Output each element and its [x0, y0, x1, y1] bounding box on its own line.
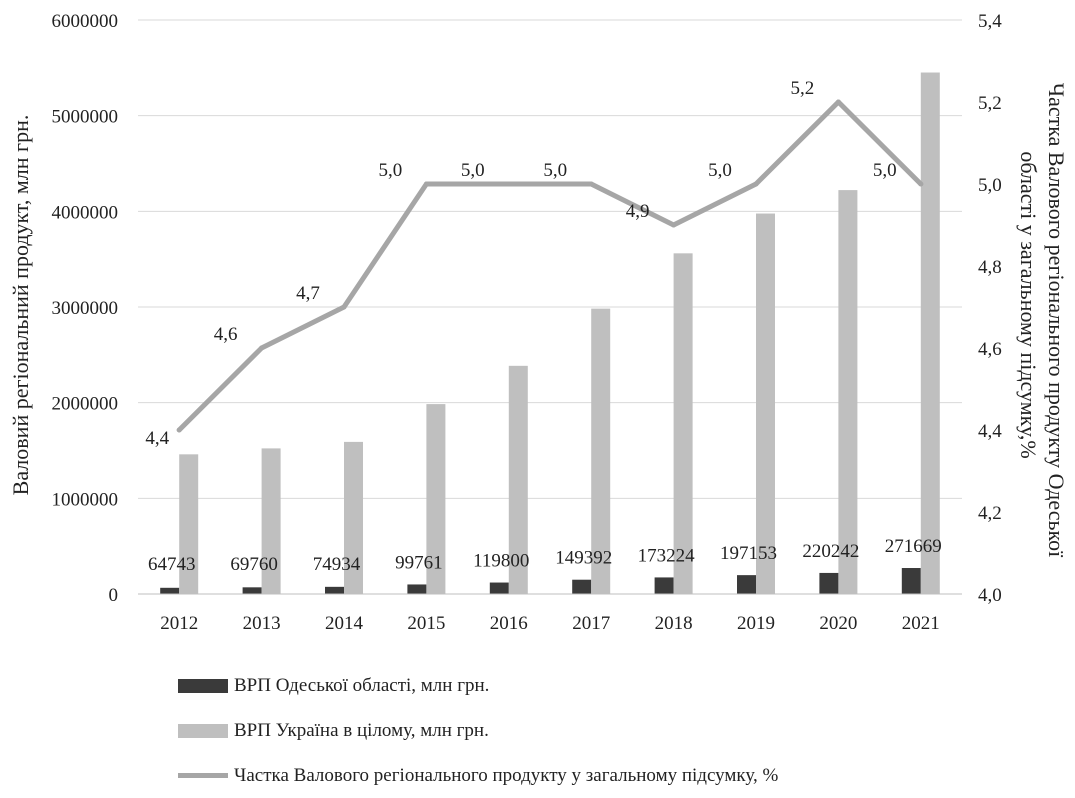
share-point [176, 427, 182, 433]
legend-item-odesa: ВРП Одеської області, млн грн. [178, 663, 778, 708]
legend-swatch-ukraine [178, 723, 228, 738]
share-point [506, 181, 512, 187]
y-right-title-line1: Частка Валового регіонального продукту О… [1044, 83, 1069, 558]
share-value-label: 4,6 [214, 324, 238, 345]
bar-ukraine [179, 454, 199, 594]
y-left-tick-label: 5000000 [52, 107, 119, 128]
bar-value-label: 119800 [473, 551, 529, 572]
legend-label-odesa: ВРП Одеської області, млн грн. [234, 674, 490, 696]
share-point [588, 181, 594, 187]
legend-swatch-odesa [178, 678, 228, 693]
x-tick-label: 2012 [160, 613, 198, 634]
share-value-label: 4,4 [145, 428, 169, 449]
share-value-label: 5,2 [791, 78, 815, 99]
bar-odesa [572, 579, 592, 594]
bar-odesa [489, 582, 509, 594]
share-point [423, 181, 429, 187]
legend: ВРП Одеської області, млн грн. ВРП Украї… [178, 663, 778, 798]
y-right-tick-label: 4,2 [978, 503, 1002, 524]
share-line [176, 99, 924, 433]
share-value-label: 4,9 [626, 201, 650, 222]
share-value-label: 4,7 [296, 283, 320, 304]
bar-value-label: 149392 [555, 548, 612, 569]
bar-value-label: 197153 [720, 543, 777, 564]
bar-odesa [407, 584, 427, 594]
share-point [835, 99, 841, 105]
bar-ukraine [838, 190, 858, 594]
axes: 0 1000000 2000000 3000000 4000000 5000000 6000… [8, 11, 1069, 634]
bars [160, 72, 940, 594]
y-left-tick-label: 0 [109, 585, 119, 606]
bar-odesa [325, 586, 344, 594]
data-labels: 64743 69760 74934 99761 119800 149392 173224 19… [145, 78, 941, 575]
share-value-label: 5,0 [543, 160, 567, 181]
bar-ukraine [591, 308, 611, 594]
bar-ukraine [344, 441, 363, 594]
bar-value-label: 173224 [638, 545, 696, 566]
share-value-label: 5,0 [461, 160, 485, 181]
y-right-tick-label: 4,0 [978, 585, 1002, 606]
gridlines [138, 19, 962, 499]
share-point [918, 181, 924, 187]
bar-ukraine [508, 365, 528, 594]
legend-label-ukraine: ВРП Україна в цілому, млн грн. [234, 719, 489, 741]
y-right-tick-label: 4,4 [978, 421, 1002, 442]
bar-value-label: 220242 [802, 541, 859, 562]
bar-ukraine [756, 213, 775, 594]
bar-ukraine [261, 448, 281, 594]
bar-value-label: 271669 [885, 536, 942, 557]
bar-odesa [819, 572, 839, 594]
share-point [753, 181, 759, 187]
share-value-label: 5,0 [379, 160, 403, 181]
bar-ukraine [920, 72, 940, 594]
share-point [259, 345, 265, 351]
y-right-tick-label: 4,6 [978, 339, 1002, 360]
x-tick-label: 2013 [243, 613, 281, 634]
bar-odesa [901, 568, 921, 594]
share-series-line [176, 99, 924, 433]
bar-value-label: 64743 [148, 554, 196, 575]
y-right-tick-label: 5,2 [978, 93, 1002, 114]
share-value-label: 5,0 [708, 160, 732, 181]
y-left-title: Валовий регіональний продукт, млн грн. [8, 115, 33, 496]
bar-odesa [160, 587, 180, 594]
bar-value-label: 99761 [395, 552, 443, 573]
x-tick-label: 2019 [737, 613, 775, 634]
y-right-tick-label: 5,4 [978, 11, 1002, 32]
x-tick-label: 2015 [407, 613, 445, 634]
y-right-tick-label: 5,0 [978, 175, 1002, 196]
y-left-tick-label: 4000000 [52, 202, 119, 223]
legend-item-ukraine: ВРП Україна в цілому, млн грн. [178, 708, 778, 753]
bar-odesa [654, 577, 674, 594]
x-tick-label: 2014 [325, 613, 364, 634]
share-point [671, 222, 677, 228]
y-right-tick-label: 4,8 [978, 257, 1002, 278]
bar-odesa [737, 575, 756, 594]
bar-odesa [242, 587, 262, 594]
bar-value-label: 69760 [230, 554, 278, 575]
x-tick-label: 2017 [572, 613, 610, 634]
bar-ukraine [426, 404, 446, 594]
y-left-tick-label: 6000000 [52, 11, 119, 32]
x-tick-label: 2018 [655, 613, 693, 634]
x-tick-label: 2021 [902, 613, 940, 634]
y-right-title-line2: області у загальному підсумку,% [1016, 151, 1041, 458]
share-value-label: 5,0 [873, 160, 897, 181]
x-tick-label: 2020 [819, 613, 857, 634]
combo-chart: 64743 69760 74934 99761 119800 149392 173224 19… [8, 11, 1069, 634]
y-left-tick-label: 2000000 [52, 394, 119, 415]
bar-ukraine [673, 253, 693, 594]
y-left-tick-label: 1000000 [52, 489, 119, 510]
y-left-tick-label: 3000000 [52, 298, 119, 319]
share-point [341, 304, 347, 310]
bar-value-label: 74934 [313, 554, 361, 575]
x-tick-label: 2016 [490, 613, 528, 634]
